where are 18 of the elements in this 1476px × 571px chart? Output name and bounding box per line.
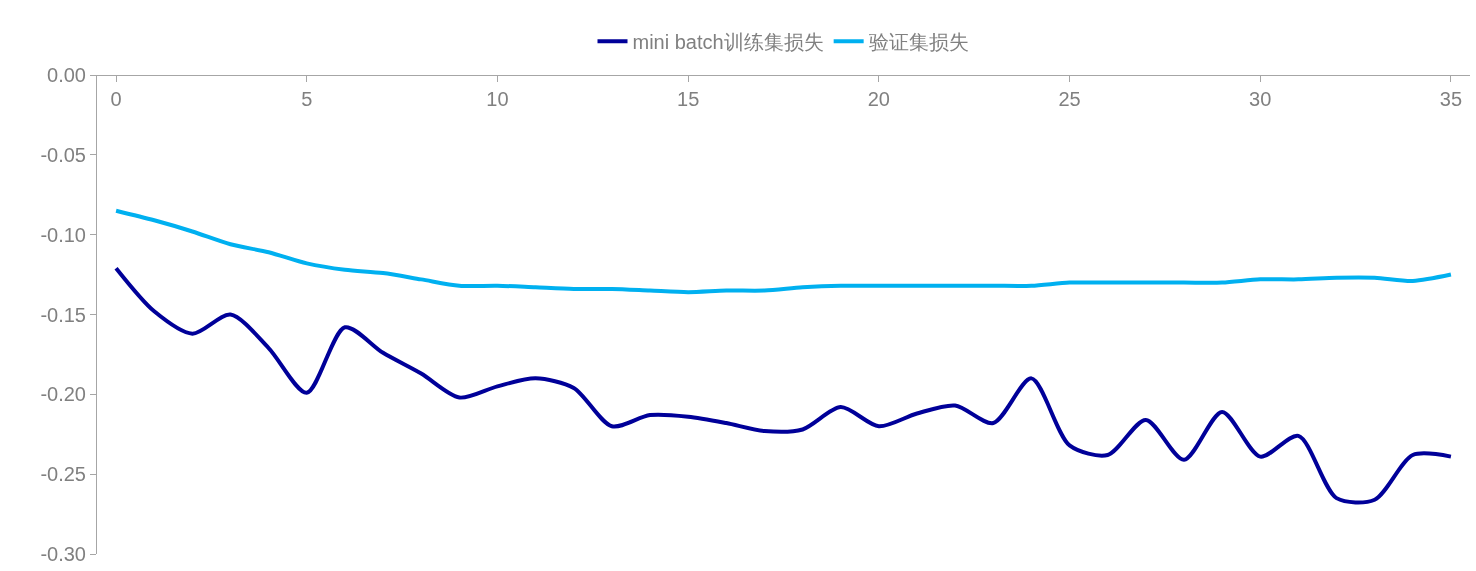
x-tick-label: 15 — [677, 88, 700, 110]
x-tick-label: 25 — [1058, 88, 1081, 110]
y-tick-label: -0.20 — [40, 383, 86, 406]
y-tick-label: -0.15 — [40, 303, 86, 326]
y-tick-label: -0.05 — [40, 143, 86, 166]
y-tick-label: -0.30 — [40, 543, 86, 565]
y-tick-label: 0.00 — [47, 64, 86, 86]
x-tick-label: 20 — [867, 88, 890, 110]
x-tick-label: 35 — [1439, 88, 1463, 110]
legend-label: 验证集损失 — [868, 30, 969, 53]
x-tick-label: 10 — [486, 88, 509, 110]
y-tick-label: -0.25 — [40, 463, 86, 486]
x-tick-label: 30 — [1249, 88, 1272, 110]
legend-label: mini batch训练集损失 — [632, 30, 824, 53]
line-series — [114, 208, 1453, 295]
x-tick-label: 5 — [301, 88, 313, 110]
y-tick-label: -0.10 — [40, 223, 86, 246]
x-tick-label: 0 — [110, 88, 122, 110]
